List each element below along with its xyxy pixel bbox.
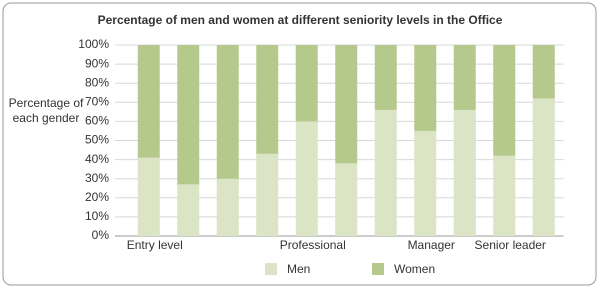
bar-segment bbox=[256, 153, 279, 236]
bar-segment bbox=[414, 130, 437, 236]
bar-segment bbox=[177, 45, 200, 185]
y-axis-label: Percentage of each gender bbox=[8, 96, 84, 125]
bar-segment bbox=[295, 45, 318, 122]
x-tick-label: Professional bbox=[280, 238, 346, 252]
bar-segment bbox=[374, 109, 397, 236]
y-tick-label: 60% bbox=[85, 114, 109, 128]
bar-segment bbox=[137, 157, 160, 236]
y-tick-label: 90% bbox=[85, 56, 109, 70]
y-tick-label: 20% bbox=[85, 190, 109, 204]
y-tick-label: 30% bbox=[85, 171, 109, 185]
bar-segment bbox=[137, 45, 160, 158]
bar-segment bbox=[256, 45, 279, 154]
bar-segment bbox=[493, 155, 516, 236]
frame bbox=[2, 2, 597, 286]
bar-segment bbox=[414, 45, 437, 131]
y-tick-label: 70% bbox=[85, 94, 109, 108]
y-tick-label: 0% bbox=[92, 228, 110, 242]
y-tick-label: 80% bbox=[85, 75, 109, 89]
x-tick-label: Entry level bbox=[127, 238, 183, 252]
legend-label: Men bbox=[287, 262, 310, 276]
y-tick-label: 10% bbox=[85, 209, 109, 223]
bar-segment bbox=[374, 45, 397, 110]
y-tick-label: 40% bbox=[85, 152, 109, 166]
bar-segment bbox=[335, 163, 358, 236]
chart-title: Percentage of men and women at different… bbox=[98, 13, 503, 27]
legend-label: Women bbox=[394, 262, 435, 276]
bar-segment bbox=[532, 45, 555, 99]
bar-segment bbox=[295, 121, 318, 236]
bar-segment bbox=[453, 45, 476, 110]
legend-swatch bbox=[372, 263, 384, 275]
bar-segment bbox=[216, 178, 239, 236]
bar-segment bbox=[493, 45, 516, 156]
bar-segment bbox=[177, 184, 200, 236]
bar-segment bbox=[453, 109, 476, 236]
legend-swatch bbox=[265, 263, 277, 275]
bar-segment bbox=[532, 98, 555, 236]
bar-segment bbox=[335, 45, 358, 164]
y-tick-label: 100% bbox=[78, 37, 109, 51]
x-tick-label: Senior leader bbox=[475, 238, 546, 252]
x-tick-label: Manager bbox=[408, 238, 455, 252]
y-tick-label: 50% bbox=[85, 133, 109, 147]
bar-segment bbox=[216, 45, 239, 179]
